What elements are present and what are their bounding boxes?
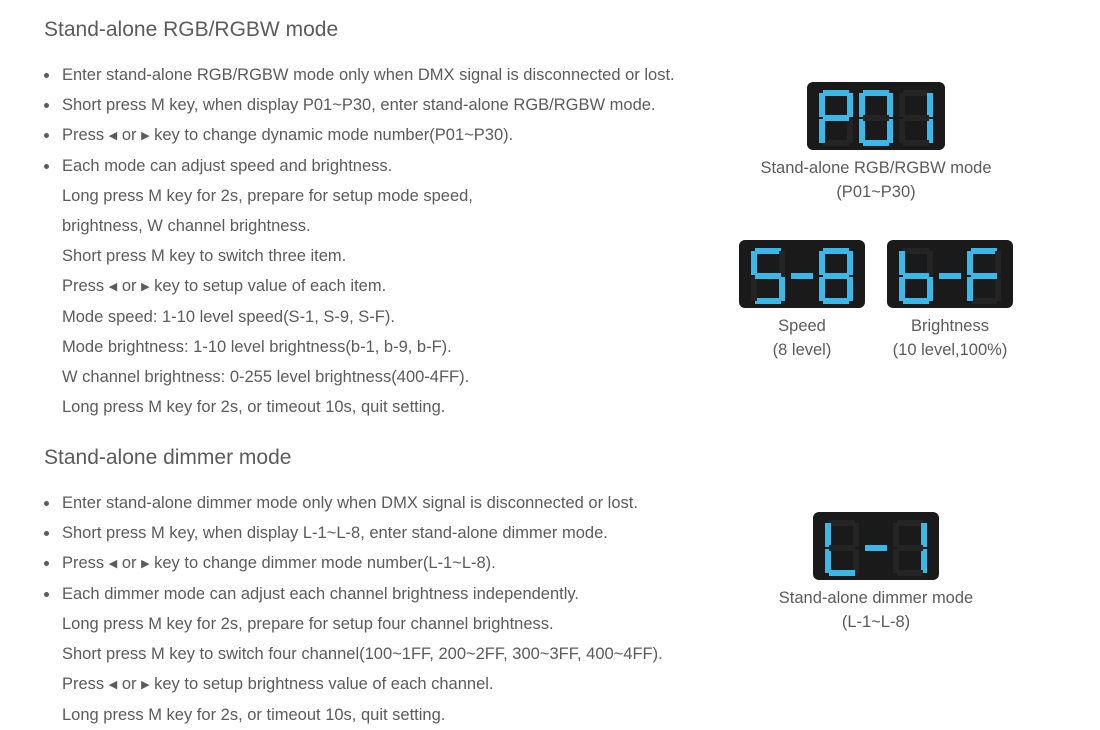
left-column: Stand-alone RGB/RGBW mode Enter stand-al…	[44, 18, 696, 730]
section2-bullets: Enter stand-alone dimmer mode only when …	[44, 488, 688, 730]
display-group-p01: Stand-alone RGB/RGBW mode (P01~P30)	[760, 82, 991, 204]
right-column: Stand-alone RGB/RGBW mode (P01~P30) Spee…	[696, 18, 1056, 730]
list-item: Each mode can adjust speed and brightnes…	[44, 151, 688, 181]
display-caption: Brightness	[911, 314, 989, 338]
list-item: Short press M key, when display L-1~L-8,…	[44, 518, 688, 548]
list-item: Enter stand-alone dimmer mode only when …	[44, 488, 688, 518]
left-arrow-icon: ◀	[109, 121, 117, 151]
list-item: Press ◀ or ▶ key to change dimmer mode n…	[44, 548, 688, 579]
display-caption: (8 level)	[773, 338, 832, 362]
display-caption: (10 level,100%)	[893, 338, 1008, 362]
left-arrow-icon: ◀	[109, 670, 117, 700]
section1-title: Stand-alone RGB/RGBW mode	[44, 18, 688, 42]
list-item: Press ◀ or ▶ key to change dynamic mode …	[44, 120, 688, 151]
sub-line: Long press M key for 2s, prepare for set…	[44, 181, 688, 211]
right-arrow-icon: ▶	[141, 549, 149, 579]
sub-line: Mode brightness: 1-10 level brightness(b…	[44, 332, 688, 362]
display-caption: Speed	[778, 314, 826, 338]
right-arrow-icon: ▶	[141, 670, 149, 700]
sub-line: Short press M key to switch four channel…	[44, 639, 688, 669]
seven-seg-display	[807, 82, 945, 150]
display-group-l1: Stand-alone dimmer mode (L-1~L-8)	[779, 512, 973, 634]
sub-line: Press ◀ or ▶ key to setup brightness val…	[44, 669, 688, 700]
display-caption: (L-1~L-8)	[842, 610, 910, 634]
sub-line: Mode speed: 1-10 level speed(S-1, S-9, S…	[44, 302, 688, 332]
list-item: Enter stand-alone RGB/RGBW mode only whe…	[44, 60, 688, 90]
left-arrow-icon: ◀	[109, 272, 117, 302]
sub-line: Long press M key for 2s, or timeout 10s,…	[44, 392, 688, 422]
sub-line: Long press M key for 2s, prepare for set…	[44, 609, 688, 639]
seven-seg-display	[739, 240, 865, 308]
display-caption: Stand-alone dimmer mode	[779, 586, 973, 610]
sub-line: Short press M key to switch three item.	[44, 241, 688, 271]
sub-line: Long press M key for 2s, or timeout 10s,…	[44, 700, 688, 730]
seven-seg-display	[887, 240, 1013, 308]
right-arrow-icon: ▶	[141, 121, 149, 151]
section2-title: Stand-alone dimmer mode	[44, 446, 688, 470]
sub-line: Press ◀ or ▶ key to setup value of each …	[44, 271, 688, 302]
seven-seg-display	[813, 512, 939, 580]
section1-bullets: Enter stand-alone RGB/RGBW mode only whe…	[44, 60, 688, 422]
sub-line: brightness, W channel brightness.	[44, 211, 688, 241]
display-caption: (P01~P30)	[836, 180, 915, 204]
display-caption: Stand-alone RGB/RGBW mode	[760, 156, 991, 180]
list-item: Short press M key, when display P01~P30,…	[44, 90, 688, 120]
right-arrow-icon: ▶	[141, 272, 149, 302]
sub-line: W channel brightness: 0-255 level bright…	[44, 362, 688, 392]
left-arrow-icon: ◀	[109, 549, 117, 579]
list-item: Each dimmer mode can adjust each channel…	[44, 579, 688, 609]
display-row-speed-brightness: Speed (8 level) Brightness (10 level,100…	[739, 240, 1013, 362]
